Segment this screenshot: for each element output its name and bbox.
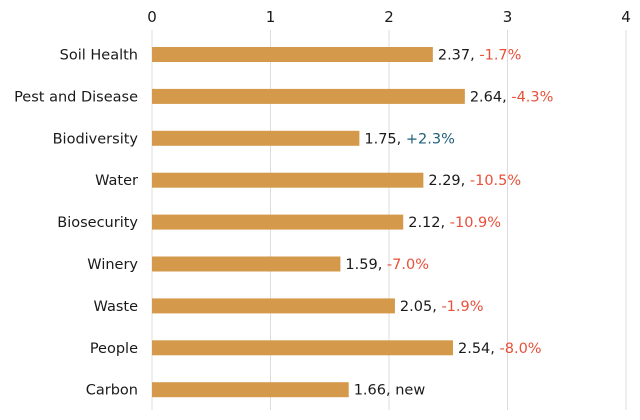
change-text: -1.7% [479, 48, 521, 64]
value-text: 2.29 [428, 173, 460, 189]
value-separator: , [502, 89, 511, 105]
value-labels: 2.37, -1.7% 2.64, -4.3% 1.75, +2.3% 2.29, -… [345, 48, 553, 399]
value-separator: , [441, 215, 450, 231]
category-label: People [90, 341, 138, 357]
category-label: Waste [94, 299, 139, 315]
x-tick-label: 1 [266, 8, 276, 26]
category-label: Winery [87, 257, 138, 273]
change-text: -10.9% [450, 215, 501, 231]
data-label: 2.54, -8.0% [458, 341, 542, 357]
bar [152, 130, 360, 146]
data-label: 1.66, new [354, 383, 426, 399]
bar [152, 214, 404, 230]
bar [152, 382, 349, 398]
data-label: 2.64, -4.3% [470, 89, 554, 105]
value-text: 2.54 [458, 341, 490, 357]
data-label: 2.37, -1.7% [438, 48, 522, 64]
category-label: Soil Health [60, 48, 138, 64]
bar [152, 88, 465, 104]
x-tick-label: 4 [621, 8, 631, 26]
value-separator: , [461, 173, 470, 189]
bars [152, 47, 465, 398]
value-text: 2.05 [400, 299, 432, 315]
change-text: -7.0% [387, 257, 429, 273]
data-label: 2.29, -10.5% [428, 173, 521, 189]
category-label: Biosecurity [57, 215, 138, 231]
value-text: 2.64 [470, 89, 502, 105]
value-text: 1.75 [364, 131, 396, 147]
category-label: Carbon [86, 383, 138, 399]
bar [152, 47, 433, 62]
change-text: -10.5% [470, 173, 521, 189]
value-separator: , [470, 48, 479, 64]
bar [152, 256, 341, 272]
bar [152, 298, 395, 314]
x-tick-label: 2 [384, 8, 394, 26]
category-label: Biodiversity [53, 131, 139, 147]
value-text: 2.12 [408, 215, 440, 231]
data-label: 1.59, -7.0% [345, 257, 429, 273]
value-text: 1.66 [354, 383, 386, 399]
data-label: 2.12, -10.9% [408, 215, 501, 231]
data-label: 1.75, +2.3% [364, 131, 455, 147]
category-label: Pest and Disease [14, 89, 138, 105]
change-text: +2.3% [406, 131, 455, 147]
value-separator: , [490, 341, 499, 357]
value-separator: , [432, 299, 441, 315]
value-text: 1.59 [345, 257, 377, 273]
change-text: -1.9% [441, 299, 483, 315]
data-label: 2.05, -1.9% [400, 299, 484, 315]
x-tick-label: 0 [147, 8, 157, 26]
x-axis-ticks: 0 1 2 3 4 [147, 8, 631, 26]
bar [152, 340, 453, 356]
x-tick-label: 3 [503, 8, 513, 26]
change-text: new [395, 383, 425, 399]
change-text: -8.0% [500, 341, 542, 357]
value-separator: , [378, 257, 387, 273]
value-text: 2.37 [438, 48, 470, 64]
category-label: Water [95, 173, 138, 189]
value-separator: , [386, 383, 395, 399]
bar [152, 172, 424, 188]
value-separator: , [397, 131, 406, 147]
category-labels: Soil Health Pest and Disease Biodiversity W… [14, 48, 138, 399]
change-text: -4.3% [511, 89, 553, 105]
